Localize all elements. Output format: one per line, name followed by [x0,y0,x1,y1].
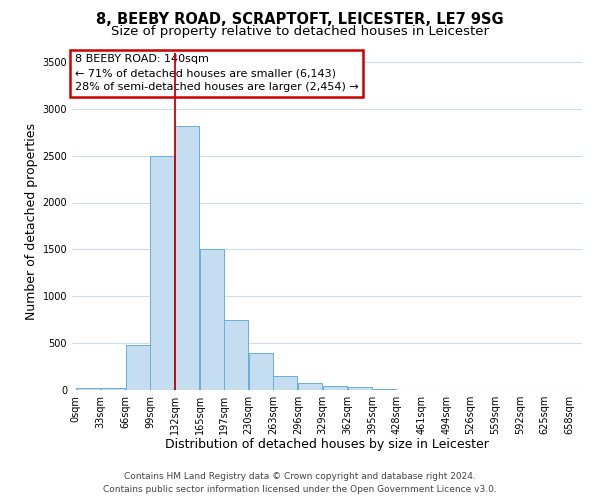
Y-axis label: Number of detached properties: Number of detached properties [25,122,38,320]
Bar [372,389,397,390]
Bar [323,386,347,390]
Bar [151,156,175,390]
Bar [101,388,125,390]
Text: 8, BEEBY ROAD, SCRAPTOFT, LEICESTER, LE7 9SG: 8, BEEBY ROAD, SCRAPTOFT, LEICESTER, LE7… [96,12,504,28]
X-axis label: Distribution of detached houses by size in Leicester: Distribution of detached houses by size … [165,438,489,452]
Bar [125,345,150,390]
Text: 8 BEEBY ROAD: 140sqm
← 71% of detached houses are smaller (6,143)
28% of semi-de: 8 BEEBY ROAD: 140sqm ← 71% of detached h… [74,54,358,92]
Bar [273,376,298,390]
Bar [224,320,248,390]
Text: Contains HM Land Registry data © Crown copyright and database right 2024.
Contai: Contains HM Land Registry data © Crown c… [103,472,497,494]
Bar [76,388,100,390]
Bar [200,250,224,390]
Text: Size of property relative to detached houses in Leicester: Size of property relative to detached ho… [111,25,489,38]
Bar [248,354,273,390]
Bar [298,383,322,390]
Bar [175,126,199,390]
Bar [347,388,371,390]
